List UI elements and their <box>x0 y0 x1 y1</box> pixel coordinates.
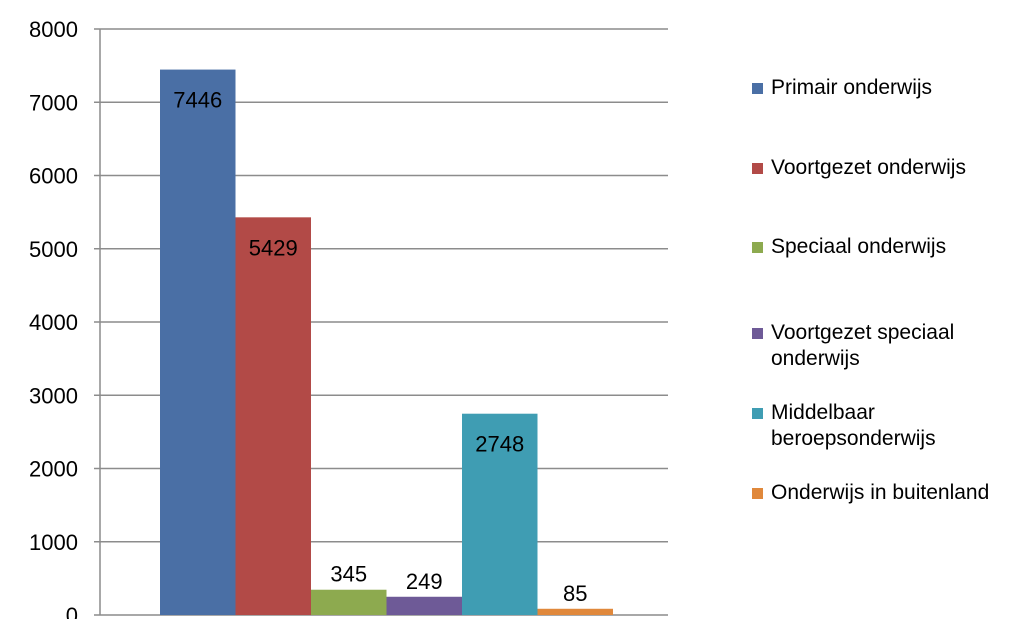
bar <box>235 217 311 615</box>
legend-label: Middelbaar beroepsonderwijs <box>771 401 936 450</box>
y-tick-label: 4000 <box>29 310 78 335</box>
y-tick-label: 2000 <box>29 457 78 482</box>
legend-swatch <box>752 242 763 253</box>
legend-label: Onderwijs in buitenland <box>771 481 990 504</box>
bar <box>311 589 387 615</box>
legend-item: Onderwijs in buitenland <box>752 480 1035 506</box>
legend-label: Speciaal onderwijs <box>771 235 947 258</box>
legend-swatch <box>752 163 763 174</box>
y-tick-label: 8000 <box>29 17 78 42</box>
y-tick-label: 3000 <box>29 383 78 408</box>
legend-swatch <box>752 488 763 499</box>
y-tick-label: 0 <box>66 603 78 619</box>
data-label: 345 <box>330 562 367 587</box>
data-label: 249 <box>406 569 443 594</box>
bar <box>537 608 613 615</box>
legend-item: Middelbaar beroepsonderwijs <box>752 400 1035 452</box>
legend-swatch <box>752 408 763 419</box>
bar <box>386 596 462 615</box>
bars <box>160 69 613 615</box>
data-label: 85 <box>563 581 587 606</box>
bar <box>462 413 538 615</box>
legend-swatch <box>752 328 763 339</box>
legend-item: Speciaal onderwijs <box>752 234 1035 260</box>
data-label: 5429 <box>249 235 298 260</box>
y-tick-label: 1000 <box>29 530 78 555</box>
y-axis: 0 1000 2000 3000 4000 5000 6000 7000 8000 <box>29 17 101 619</box>
legend-item: Primair onderwijs <box>752 75 1035 101</box>
bar <box>160 69 236 615</box>
legend-item: Voortgezet onderwijs <box>752 155 1035 181</box>
y-tick-label: 7000 <box>29 90 78 115</box>
legend-item: Voortgezet speciaal onderwijs <box>752 320 1035 372</box>
legend-label: Voortgezet speciaal onderwijs <box>771 321 955 370</box>
legend-swatch <box>752 83 763 94</box>
y-tick-label: 5000 <box>29 237 78 262</box>
legend-label: Primair onderwijs <box>771 76 933 99</box>
data-labels: 7446 5429 345 249 2748 85 <box>173 88 587 606</box>
data-label: 2748 <box>475 432 524 457</box>
data-label: 7446 <box>173 88 222 113</box>
y-tick-label: 6000 <box>29 164 78 189</box>
legend-label: Voortgezet onderwijs <box>771 156 966 179</box>
